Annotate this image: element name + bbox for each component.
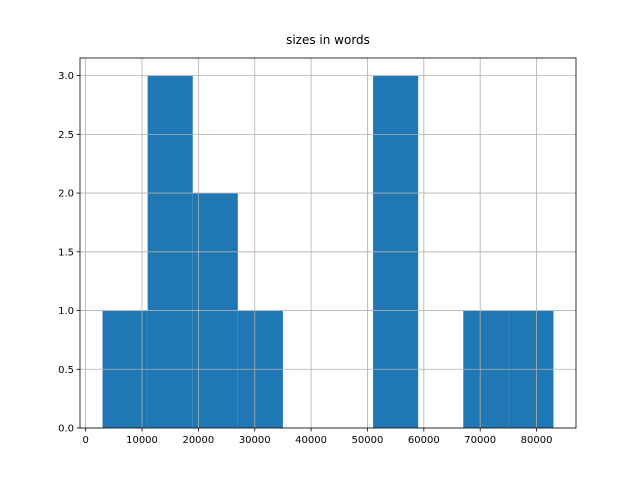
y-tick-label: 1.0	[58, 306, 74, 317]
x-tick-label: 40000	[295, 435, 327, 446]
x-tick-label: 30000	[239, 435, 271, 446]
y-tick-label: 0.0	[58, 424, 74, 435]
chart-title: sizes in words	[286, 33, 370, 47]
x-tick-label: 10000	[126, 435, 158, 446]
x-tick-label: 80000	[521, 435, 553, 446]
y-tick-label: 2.5	[58, 130, 74, 141]
y-tick-label: 0.5	[58, 365, 74, 376]
y-tick-label: 1.5	[58, 247, 74, 258]
x-tick-label: 20000	[182, 435, 214, 446]
x-tick-label: 50000	[352, 435, 384, 446]
x-tick-label: 70000	[464, 435, 496, 446]
y-tick-label: 2.0	[58, 189, 74, 200]
plot-frame	[79, 57, 577, 429]
x-tick-label: 0	[82, 435, 88, 446]
y-tick-label: 3.0	[58, 71, 74, 82]
x-tick-label: 60000	[408, 435, 440, 446]
